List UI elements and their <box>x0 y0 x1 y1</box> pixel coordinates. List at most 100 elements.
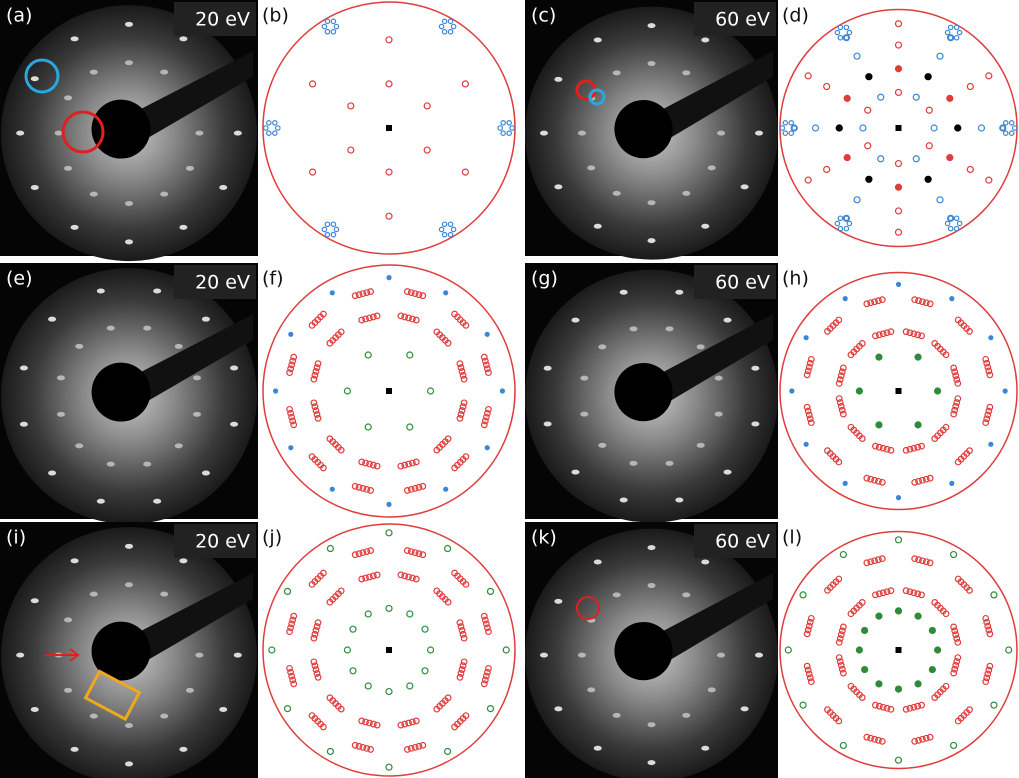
diffraction-spot <box>125 761 133 766</box>
sim-spot <box>989 442 993 446</box>
diffraction-spot <box>75 344 83 349</box>
diffraction-spot <box>587 165 595 170</box>
diffraction-spot <box>554 706 562 711</box>
diffraction-spot <box>90 592 98 597</box>
sample-shadow <box>92 100 151 159</box>
diffraction-spot <box>48 471 56 476</box>
diffraction-spot <box>64 95 72 100</box>
diffraction-spot <box>125 22 133 27</box>
panel-label: (e) <box>6 268 33 290</box>
diffraction-spot <box>613 191 621 196</box>
diffraction-spot <box>179 558 187 563</box>
diffraction-spot <box>666 326 674 331</box>
sim-spot <box>935 388 941 394</box>
sim-spot <box>935 647 941 653</box>
diffraction-spot <box>701 224 709 229</box>
diffraction-spot <box>717 653 725 658</box>
diffraction-spot <box>554 184 562 189</box>
center-spot <box>896 647 902 653</box>
sim-spot <box>804 442 808 446</box>
diffraction-spot <box>90 192 98 197</box>
sim-spot <box>915 613 921 619</box>
diffraction-spot <box>620 497 628 502</box>
diffraction-spot <box>97 499 105 504</box>
energy-label: 20 eV <box>195 9 250 31</box>
panel-label: (l) <box>782 527 802 549</box>
sim-spot <box>804 336 808 340</box>
diffraction-spot <box>554 77 562 82</box>
diffraction-spot <box>31 598 39 603</box>
diffraction-spot <box>682 70 690 75</box>
diffraction-spot <box>697 443 705 448</box>
diffraction-spot <box>578 131 586 136</box>
diffraction-spot <box>648 545 656 550</box>
diffraction-spot <box>230 422 238 427</box>
diffraction-spot <box>125 60 133 65</box>
diffraction-spot <box>16 131 24 136</box>
sim-spot <box>915 422 921 428</box>
diffraction-spot <box>648 23 656 28</box>
panel-label: (g) <box>531 268 558 290</box>
diffraction-spot <box>219 707 227 712</box>
diffraction-spot <box>186 688 194 693</box>
diffraction-spot <box>90 70 98 75</box>
sim-spot <box>856 388 862 394</box>
diffraction-spot <box>594 746 602 751</box>
sim-spot <box>289 332 293 336</box>
diffraction-spot <box>554 599 562 604</box>
sim-spot <box>947 95 953 101</box>
diffraction-spot <box>629 326 637 331</box>
sim-spot <box>896 184 902 190</box>
diffraction-spot <box>202 471 210 476</box>
sim-spot <box>947 155 953 161</box>
diffraction-spot <box>48 317 56 322</box>
diffraction-spot <box>202 317 210 322</box>
sample-shadow <box>614 363 672 421</box>
sim-spot <box>915 681 921 687</box>
diffraction-spot <box>540 131 548 136</box>
diffraction-spot <box>580 412 588 417</box>
diffraction-spot <box>701 746 709 751</box>
diffraction-spot <box>125 201 133 206</box>
diffraction-spot <box>648 760 656 765</box>
sim-spot <box>896 66 902 72</box>
diffraction-spot <box>613 70 621 75</box>
sim-spot <box>925 176 931 182</box>
diffraction-spot <box>598 443 606 448</box>
diffraction-spot <box>179 225 187 230</box>
diffraction-spot <box>179 36 187 41</box>
panel-label: (d) <box>782 5 809 27</box>
diffraction-spot <box>20 422 28 427</box>
sample-shadow <box>92 363 151 422</box>
sim-spot <box>500 389 504 393</box>
diffraction-spot <box>701 560 709 565</box>
diffraction-spot <box>708 165 716 170</box>
center-spot <box>386 388 392 394</box>
diffraction-spot <box>179 747 187 752</box>
diffraction-spot <box>57 412 65 417</box>
diffraction-spot <box>571 470 579 475</box>
diffraction-spot <box>741 184 749 189</box>
diffraction-spot <box>682 713 690 718</box>
sim-spot <box>955 125 961 131</box>
diffraction-spot <box>193 375 201 380</box>
diffraction-spot <box>751 421 759 426</box>
diffraction-spot <box>675 290 683 295</box>
diffraction-spot <box>648 200 656 205</box>
sim-spot <box>330 487 334 491</box>
diffraction-spot <box>31 76 39 81</box>
diffraction-spot <box>230 365 238 370</box>
diffraction-spot <box>708 687 716 692</box>
diffraction-spot <box>107 462 115 467</box>
diffraction-spot <box>125 723 133 728</box>
sim-spot <box>862 667 868 673</box>
diffraction-spot <box>57 375 65 380</box>
sim-spot <box>387 276 391 280</box>
diffraction-spot <box>755 131 763 136</box>
diffraction-spot <box>594 560 602 565</box>
panel-label: (b) <box>262 5 289 27</box>
diffraction-spot <box>580 376 588 381</box>
diffraction-spot <box>613 713 621 718</box>
diffraction-spot <box>97 289 105 294</box>
sim-spot <box>925 74 931 80</box>
